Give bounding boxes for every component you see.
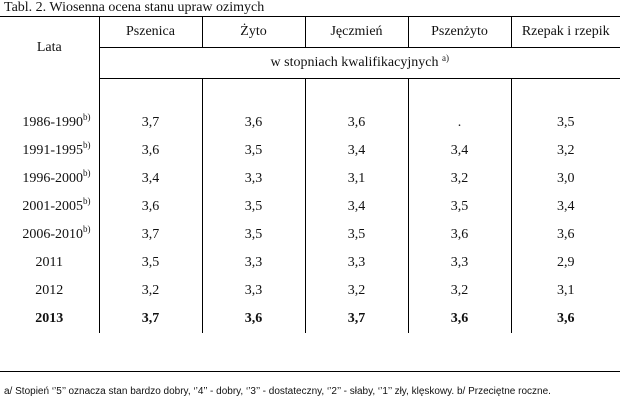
crop-condition-table: Lata Pszenica Żyto Jęczmień Pszenżyto Rz… [0, 16, 620, 333]
table-cell: 3,2 [407, 277, 511, 305]
table-row: 2001-2005b) 3,6 3,5 3,4 3,5 3,4 [0, 193, 620, 221]
year-label: 2011 [35, 255, 63, 270]
table-cell: 3,4 [304, 137, 408, 165]
column-header: Pszenica [98, 16, 202, 48]
table-row: 2011 3,5 3,3 3,3 3,3 2,9 [0, 249, 620, 277]
table-cell: 3,4 [407, 137, 511, 165]
table-cell: 3,5 [201, 193, 305, 221]
table-row: 2006-2010b) 3,7 3,5 3,5 3,6 3,6 [0, 221, 620, 249]
table-cell: 3,3 [407, 249, 511, 277]
table-cell: 3,1 [304, 165, 408, 193]
table-cell: 3,4 [510, 193, 620, 221]
table-cell: 3,1 [510, 277, 620, 305]
column-header: Jęczmień [304, 16, 408, 48]
table-cell: 3,3 [201, 249, 305, 277]
table-cell: 3,6 [510, 221, 620, 249]
row-year: 1986-1990b) [0, 109, 99, 137]
row-year: 2006-2010b) [0, 221, 99, 249]
column-header: Rzepak i rzepik [510, 16, 620, 48]
table-cell: 3,7 [98, 221, 202, 249]
table-cell: 3,6 [407, 221, 511, 249]
table-cell: 3,4 [98, 165, 202, 193]
table-cell: 3,7 [98, 305, 202, 333]
table-cell: 3,7 [98, 109, 202, 137]
year-label: 2013 [35, 311, 64, 326]
year-label: 2001-2005 [22, 199, 83, 214]
units-footnote-mark: a) [441, 53, 449, 63]
units-header: w stopniach kwalifikacyjnych a) [98, 47, 620, 79]
table-cell: 3,5 [201, 137, 305, 165]
year-footnote-mark: b) [83, 168, 91, 178]
year-label: 2012 [35, 283, 64, 298]
row-year: 2013 [0, 305, 99, 333]
table-row: 2012 3,2 3,3 3,2 3,2 3,1 [0, 277, 620, 305]
table-bottom-rule [0, 371, 620, 372]
table-cell: 3,6 [201, 109, 305, 137]
year-footnote-mark: b) [83, 140, 91, 150]
table-cell: 3,3 [201, 165, 305, 193]
table-cell: 2,9 [510, 249, 620, 277]
table-cell: 3,5 [98, 249, 202, 277]
table-cell: 3,7 [304, 305, 408, 333]
units-label: w stopniach kwalifikacyjnych [270, 55, 439, 70]
table-cell: 3,2 [304, 277, 408, 305]
row-year: 1996-2000b) [0, 165, 99, 193]
column-header: Pszenżyto [407, 16, 511, 48]
year-footnote-mark: b) [83, 112, 91, 122]
row-year: 2012 [0, 277, 99, 305]
column-header: Żyto [201, 16, 305, 48]
table-cell: 3,3 [304, 249, 408, 277]
table-cell: 3,5 [304, 221, 408, 249]
year-label: 1991-1995 [22, 143, 83, 158]
row-header-years: Lata [0, 16, 99, 79]
table-cell: 3,5 [510, 109, 620, 137]
table-cell: 3,4 [304, 193, 408, 221]
year-footnote-mark: b) [83, 196, 91, 206]
row-year: 2001-2005b) [0, 193, 99, 221]
table-cell: 3,5 [407, 193, 511, 221]
table-cell: 3,2 [407, 165, 511, 193]
footnote: a/ Stopień ‘’5’’ oznacza stan bardzo dob… [4, 386, 551, 397]
table-cell: 3,6 [407, 305, 511, 333]
table-row: 1996-2000b) 3,4 3,3 3,1 3,2 3,0 [0, 165, 620, 193]
table-cell: 3,6 [304, 109, 408, 137]
year-label: 1996-2000 [22, 171, 83, 186]
table-cell: 3,3 [201, 277, 305, 305]
row-year: 2011 [0, 249, 99, 277]
table-cell: 3,2 [98, 277, 202, 305]
table-cell: 3,5 [201, 221, 305, 249]
table-cell: 3,6 [510, 305, 620, 333]
table-row: 2013 3,7 3,6 3,7 3,6 3,6 [0, 305, 620, 333]
table-cell: . [407, 109, 511, 137]
table-cell: 3,0 [510, 165, 620, 193]
year-label: 1986-1990 [22, 115, 83, 130]
table-title: Tabl. 2. Wiosenna ocena stanu upraw ozim… [4, 0, 265, 15]
table-cell: 3,6 [98, 137, 202, 165]
table-row: 1986-1990b) 3,7 3,6 3,6. 3,5 [0, 109, 620, 137]
table-cell: 3,6 [201, 305, 305, 333]
table-cell: 3,6 [98, 193, 202, 221]
table-row: 1991-1995b) 3,6 3,5 3,4 3,4 3,2 [0, 137, 620, 165]
year-footnote-mark: b) [83, 224, 91, 234]
table-cell: 3,2 [510, 137, 620, 165]
year-label: 2006-2010 [22, 227, 83, 242]
row-year: 1991-1995b) [0, 137, 99, 165]
